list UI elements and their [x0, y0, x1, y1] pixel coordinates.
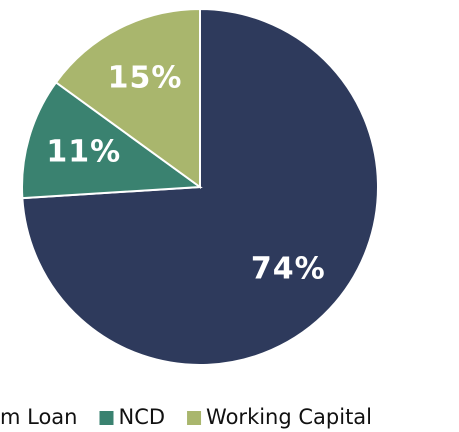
legend-swatch	[187, 411, 202, 425]
pie-slice	[54, 7, 201, 189]
legend-swatch	[99, 411, 114, 425]
legend-label: Working Capital	[206, 405, 372, 429]
legend-label: m Loan	[0, 405, 78, 429]
data-label: 15%	[108, 61, 183, 96]
data-label: 11%	[46, 135, 121, 170]
legend-label: NCD	[119, 405, 166, 429]
data-label: 74%	[251, 251, 326, 286]
pie-slice	[21, 80, 203, 200]
